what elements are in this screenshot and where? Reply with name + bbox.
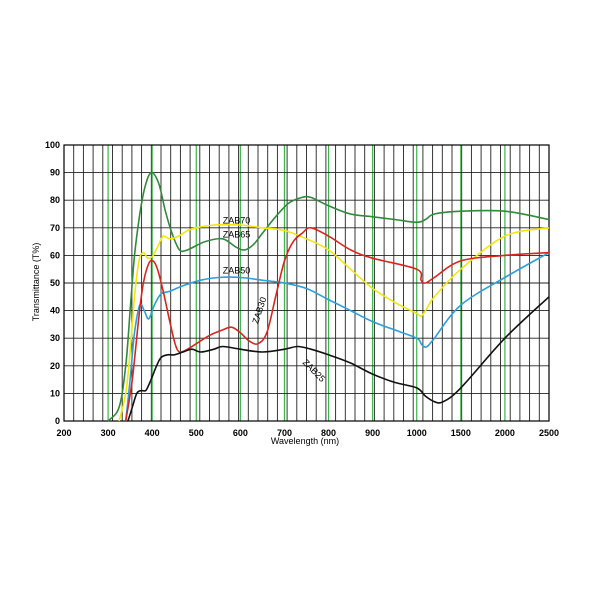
- series-line-zab25: [127, 296, 550, 422]
- x-tick-label: 600: [233, 428, 248, 438]
- series-label-zab50: ZAB50: [223, 265, 251, 275]
- grid: [63, 144, 550, 422]
- y-axis-label: Transmittance (T%): [31, 243, 41, 322]
- y-tick-label: 0: [55, 416, 60, 426]
- y-tick-label: 60: [50, 250, 60, 260]
- x-tick-label: 300: [101, 428, 116, 438]
- series-label-zab25: ZAB25: [301, 357, 328, 384]
- series-line-zab70: [107, 171, 550, 422]
- y-tick-label: 20: [50, 361, 60, 371]
- x-tick-label: 2000: [495, 428, 515, 438]
- series-line-zab50: [124, 251, 550, 422]
- y-tick-label: 50: [50, 278, 60, 288]
- x-tick-label: 800: [321, 428, 336, 438]
- y-tick-label: 80: [50, 195, 60, 205]
- x-tick-label: 900: [365, 428, 380, 438]
- series-layer: [107, 171, 550, 422]
- plot-frame: [63, 144, 550, 422]
- series-label-zab65: ZAB65: [223, 229, 251, 239]
- y-tick-label: 40: [50, 306, 60, 316]
- series-line-zab30: [124, 226, 550, 422]
- x-tick-label: 400: [145, 428, 160, 438]
- y-tick-label: 30: [50, 333, 60, 343]
- series-line-zab65: [118, 223, 550, 422]
- y-tick-label: 100: [45, 140, 60, 150]
- y-tick-label: 90: [50, 168, 60, 178]
- x-tick-label: 700: [277, 428, 292, 438]
- x-tick-label: 1000: [407, 428, 427, 438]
- y-tick-label: 10: [50, 388, 60, 398]
- x-tick-label: 500: [189, 428, 204, 438]
- series-label-zab70: ZAB70: [223, 216, 251, 226]
- x-axis-label: Wavelength (nm): [271, 436, 339, 446]
- x-tick-label: 1500: [451, 428, 471, 438]
- y-tick-label: 70: [50, 223, 60, 233]
- tick-labels: 200 300 400 500 600 700 800 900 1000 1500 2000 2500…: [45, 140, 559, 438]
- x-tick-label: 2500: [539, 428, 559, 438]
- x-tick-label: 200: [56, 428, 71, 438]
